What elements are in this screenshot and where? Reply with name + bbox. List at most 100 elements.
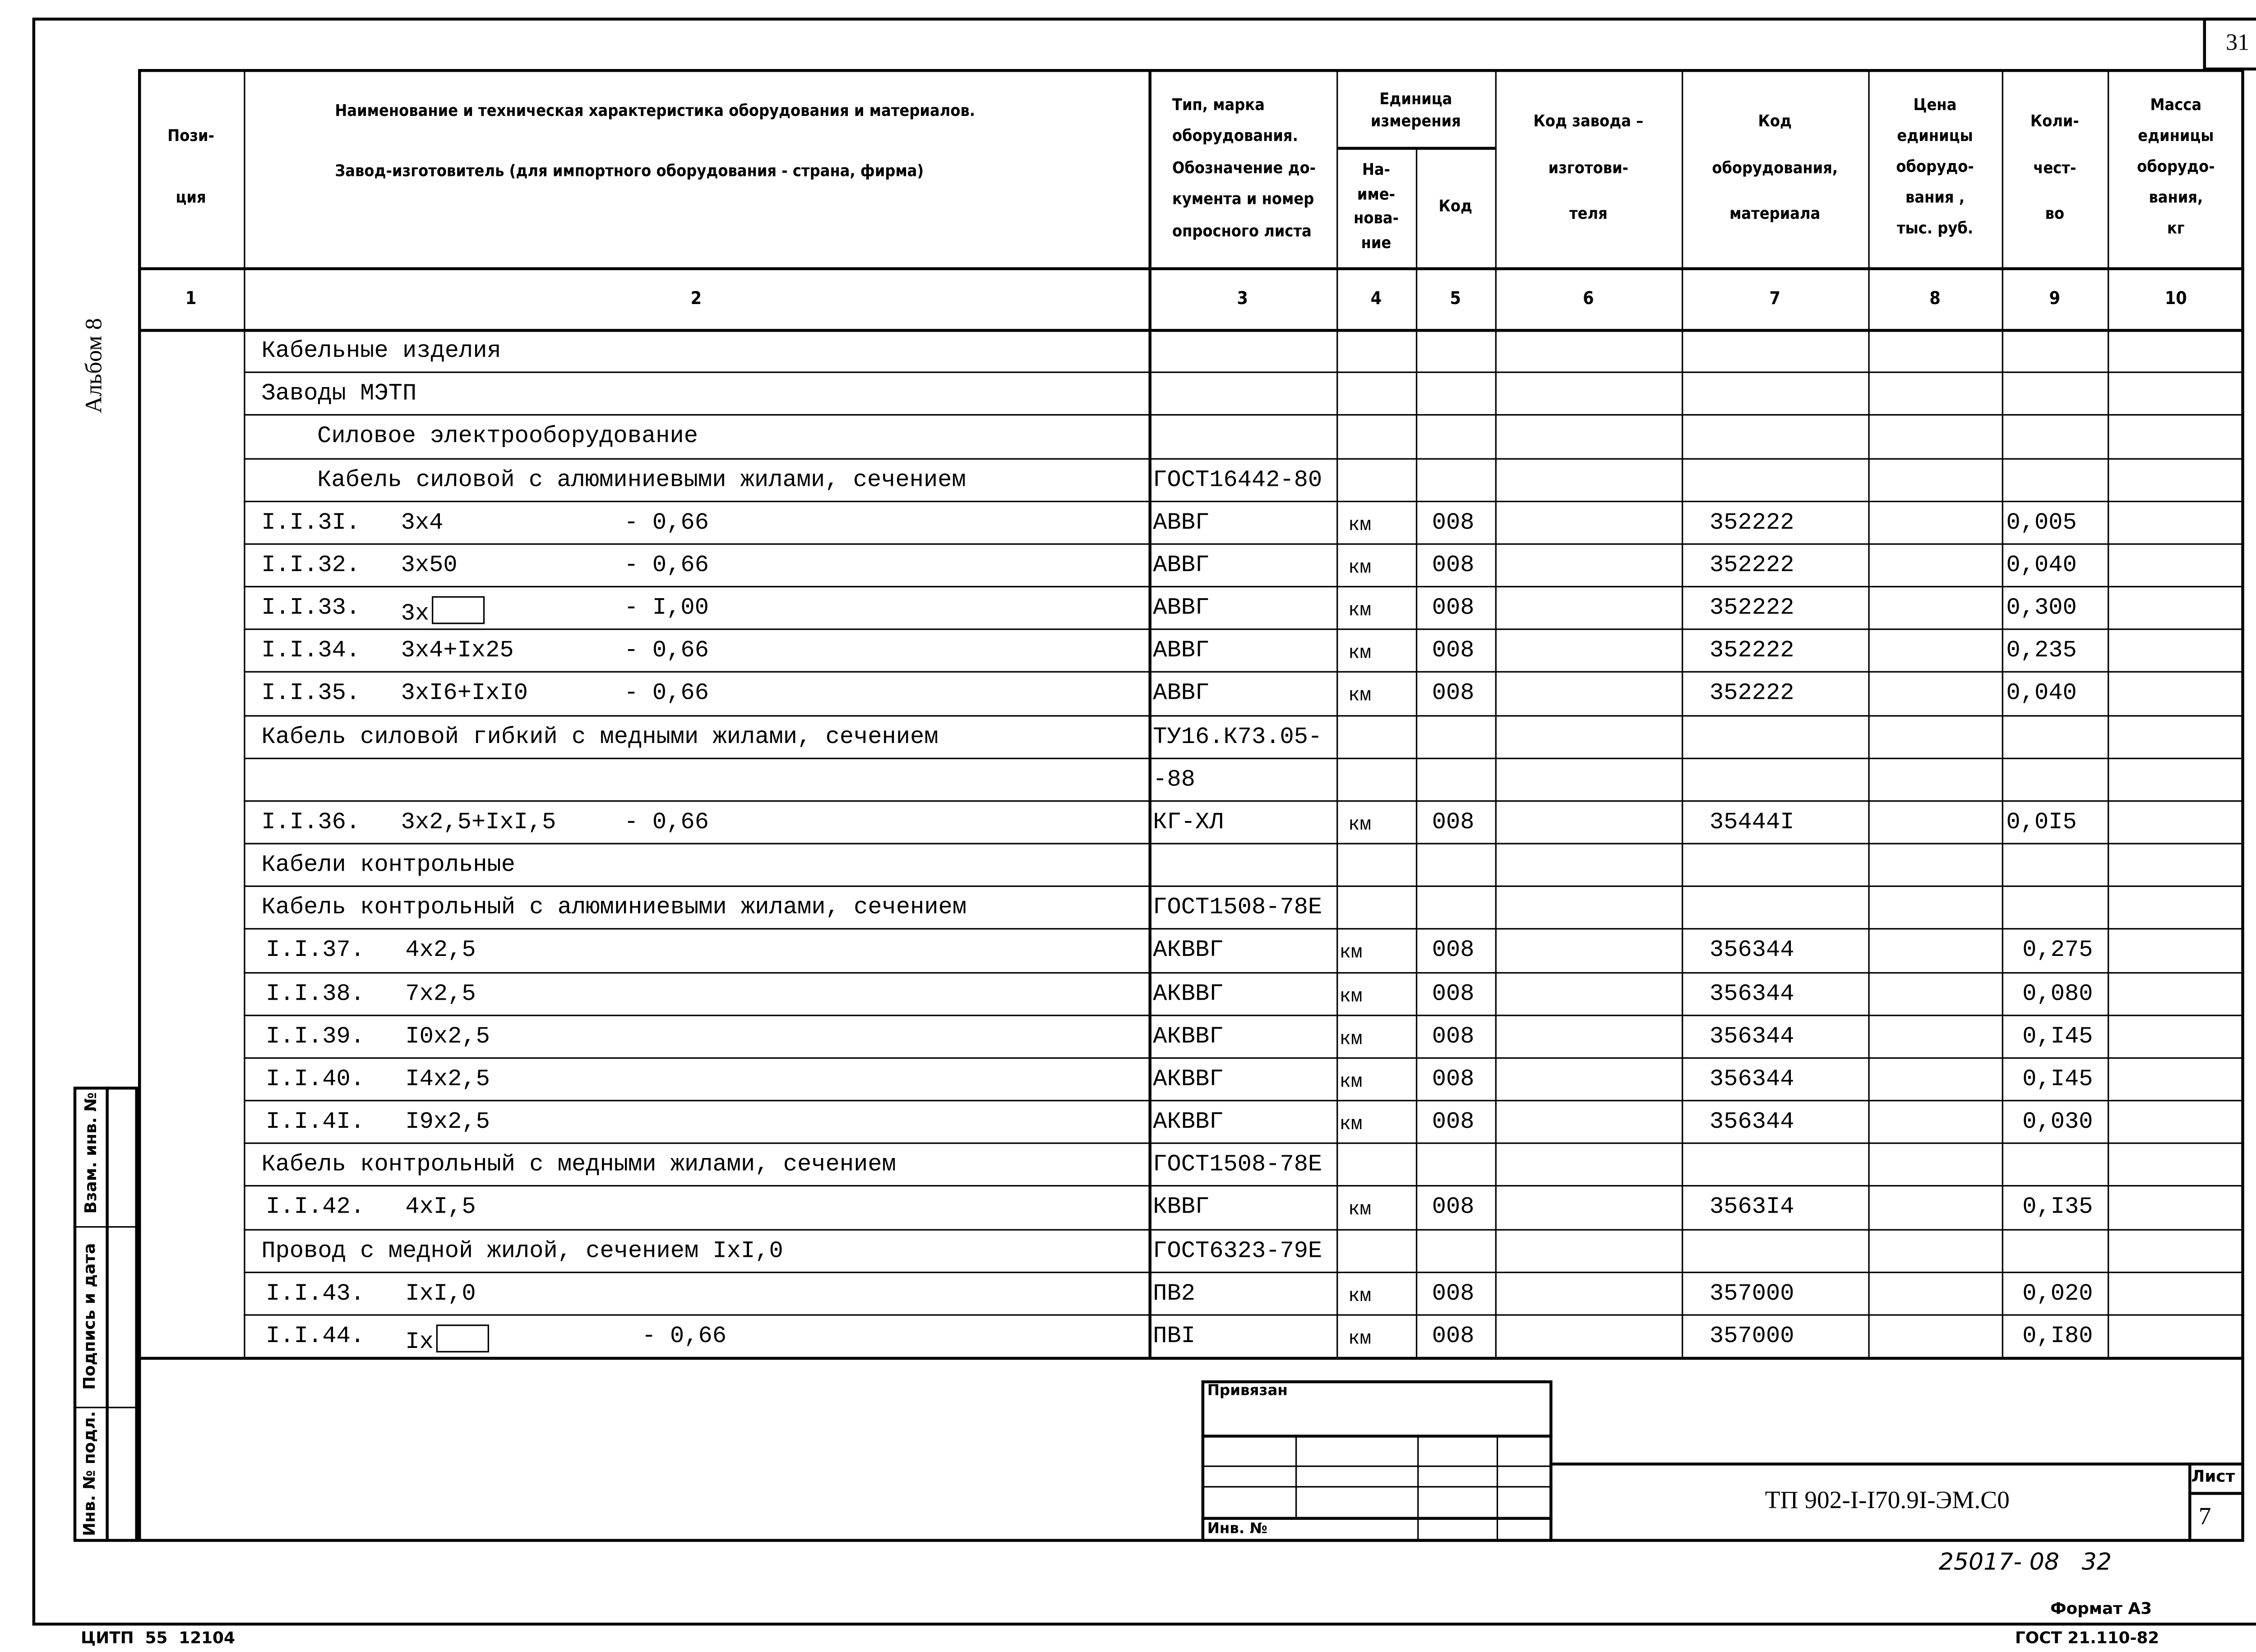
header-quantity: Коли- чест- во: [2030, 111, 2079, 224]
item-position: I.I.34.: [261, 637, 361, 664]
item-material-code: 356344: [1709, 1066, 1794, 1093]
item-unit: км: [1348, 599, 1371, 621]
item-size: I4х2,5: [405, 1067, 490, 1091]
item-material-code: 356344: [1709, 980, 1794, 1007]
header-divider: [138, 267, 2244, 270]
item-type: АКВВГ: [1153, 1066, 1224, 1093]
item-quantity: 0,030: [2022, 1108, 2093, 1135]
item-position: I.I.37.: [266, 937, 365, 964]
size-text: I9х2,5: [405, 1108, 490, 1135]
item-name: Кабель контрольный с медными жилами, сеч…: [261, 1151, 896, 1178]
row-divider: [244, 415, 2244, 416]
row-divider: [244, 714, 2244, 716]
row-divider: [244, 628, 2244, 630]
item-position: I.I.44.: [266, 1323, 365, 1349]
linked-stamp: [1201, 1380, 1553, 1542]
item-type: ТУ16.К73.05-: [1153, 723, 1322, 750]
item-size: IхI,0: [405, 1282, 476, 1305]
header-plant-code: Код завода – изготови- теля: [1533, 111, 1644, 224]
header-material-code: Код оборудования, материала: [1712, 111, 1838, 224]
item-material-code: 356344: [1709, 1108, 1794, 1135]
header-mass: Масса единицы оборудо- вания, кг: [2137, 96, 2215, 238]
inv-original-label: Инв. № подл.: [80, 1411, 99, 1537]
size-text: 4хI,5: [405, 1194, 476, 1221]
item-name: Кабельные изделия: [261, 337, 501, 365]
item-quantity: 0,080: [2022, 980, 2093, 1007]
column-divider: [1495, 69, 1497, 1357]
item-material-code: 3563I4: [1709, 1194, 1794, 1221]
column-number: 7: [1769, 287, 1780, 308]
item-position: I.I.35.: [261, 680, 361, 707]
column-number: 3: [1237, 287, 1248, 308]
title-block: [1552, 1463, 2244, 1542]
item-unit-code: 008: [1432, 1108, 1475, 1135]
column-divider: [1868, 69, 1870, 1357]
size-text: I0х2,5: [405, 1023, 490, 1050]
item-unit-code: 008: [1432, 637, 1475, 664]
item-name: Силовое электрооборудование: [317, 423, 698, 450]
item-unit: км: [1339, 984, 1363, 1007]
row-divider: [244, 1100, 2244, 1102]
outer-frame: [32, 18, 2256, 1626]
column-number: 2: [690, 287, 702, 308]
album-label: Альбом 8: [82, 318, 107, 414]
row-divider: [244, 457, 2244, 459]
row-divider: [244, 1142, 2244, 1144]
inv-no-label: Инв. №: [1207, 1521, 1267, 1538]
item-unit-code: 008: [1432, 1194, 1475, 1221]
column-divider: [2002, 69, 2003, 1357]
item-position: I.I.32.: [261, 552, 361, 578]
item-material-code: 352222: [1709, 552, 1794, 578]
item-quantity: 0,005: [2006, 509, 2077, 535]
row-divider: [244, 971, 2244, 973]
item-unit: км: [1348, 813, 1371, 835]
row-divider: [244, 843, 2244, 844]
signature-date-label: Подпись и дата: [80, 1243, 99, 1390]
format-label: Формат А3: [2050, 1599, 2152, 1619]
column-number: 10: [2164, 287, 2187, 308]
item-voltage: - 0,66: [624, 552, 709, 578]
item-unit: км: [1348, 513, 1371, 535]
size-text: 3х50: [401, 552, 458, 578]
column-number: 9: [2049, 287, 2061, 308]
row-divider: [244, 928, 2244, 930]
column-divider: [2108, 69, 2109, 1357]
item-material-code: 352222: [1709, 595, 1794, 621]
item-size: 3х: [401, 596, 485, 626]
item-position: I.I.3I.: [261, 509, 361, 535]
item-voltage: - 0,66: [624, 637, 709, 664]
item-quantity: 0,I80: [2022, 1323, 2093, 1349]
printer-label: ЦИТП 55 12104: [81, 1628, 235, 1648]
item-position: I.I.4I.: [266, 1108, 365, 1135]
item-size: 3х2,5+IхI,5: [401, 810, 556, 834]
item-type: АКВВГ: [1153, 1023, 1224, 1050]
item-quantity: 0,300: [2006, 595, 2077, 621]
row-divider: [244, 886, 2244, 887]
item-voltage: - 0,66: [624, 680, 709, 707]
item-type: АВВГ: [1153, 637, 1210, 664]
item-name: Кабель контрольный с алюминиевыми жилами…: [261, 894, 967, 921]
item-type: АВВГ: [1153, 595, 1210, 621]
size-text: Iх: [405, 1329, 434, 1355]
item-type: АВВГ: [1153, 509, 1210, 535]
item-type: АКВВГ: [1153, 937, 1224, 964]
item-material-code: 356344: [1709, 937, 1794, 964]
item-unit: км: [1348, 1199, 1371, 1221]
item-unit-code: 008: [1432, 552, 1475, 578]
item-voltage: - I,00: [624, 595, 709, 621]
row-divider: [244, 800, 2244, 802]
row-divider: [244, 671, 2244, 673]
item-position: I.I.38.: [266, 980, 365, 1007]
item-position: I.I.33.: [261, 595, 361, 621]
item-unit: км: [1339, 1070, 1363, 1093]
column-divider: [1415, 147, 1418, 1357]
item-quantity: 0,I35: [2022, 1194, 2093, 1221]
item-name: Кабели контрольные: [261, 851, 515, 878]
row-divider: [244, 372, 2244, 374]
column-divider: [1148, 69, 1151, 1357]
item-unit: км: [1348, 556, 1371, 578]
item-type: КВВГ: [1153, 1194, 1210, 1221]
item-size: 3х50: [401, 554, 458, 577]
item-position: I.I.40.: [266, 1066, 365, 1093]
